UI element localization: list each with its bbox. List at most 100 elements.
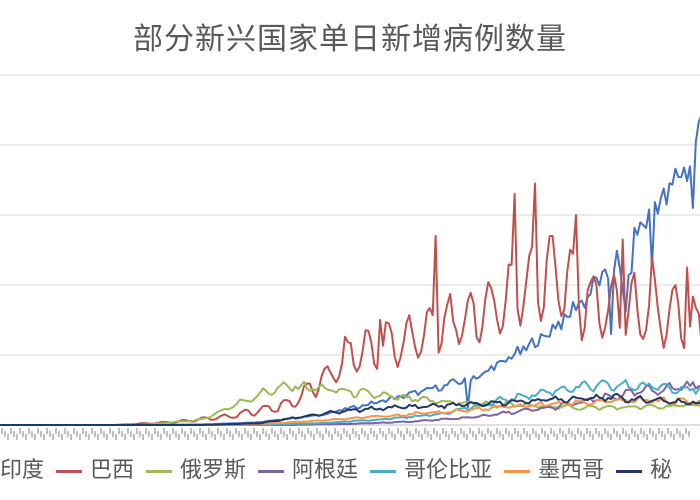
x-tick-label <box>391 431 393 437</box>
x-tick-label <box>4 431 6 437</box>
x-tick-label <box>457 434 459 440</box>
legend-label: 印度 <box>0 458 45 483</box>
x-tick-label <box>76 431 78 437</box>
x-tick-label <box>538 434 540 440</box>
x-tick-label <box>256 431 258 437</box>
x-tick-label <box>427 431 429 437</box>
x-tick-label <box>13 431 15 437</box>
x-tick-label <box>517 431 519 437</box>
x-tick-label <box>313 434 315 440</box>
x-tick-label <box>424 428 426 434</box>
x-tick-label <box>208 428 210 434</box>
legend-label: 墨西哥 <box>538 458 605 483</box>
x-tick-label <box>511 434 513 440</box>
x-tick-label <box>10 428 12 434</box>
x-tick-label <box>25 434 27 440</box>
x-tick-label <box>163 428 165 434</box>
legend-label: 俄罗斯 <box>180 458 247 483</box>
x-tick-label <box>592 434 594 440</box>
x-tick-label <box>451 428 453 434</box>
x-tick-label <box>403 434 405 440</box>
x-tick-label <box>469 428 471 434</box>
x-tick-label <box>352 428 354 434</box>
x-tick-label <box>235 428 237 434</box>
x-tick-label <box>238 431 240 437</box>
x-tick-label <box>340 434 342 440</box>
x-tick-label <box>652 431 654 437</box>
x-tick-label <box>400 431 402 437</box>
x-tick-label <box>289 428 291 434</box>
x-tick-label <box>217 428 219 434</box>
x-tick-label <box>184 431 186 437</box>
x-tick-label <box>232 434 234 440</box>
x-tick-label <box>28 428 30 434</box>
x-tick-label <box>535 431 537 437</box>
x-tick-label <box>430 434 432 440</box>
x-tick-label <box>526 431 528 437</box>
legend-swatch <box>370 469 397 473</box>
x-tick-label <box>361 428 363 434</box>
x-tick-label <box>667 428 669 434</box>
x-tick-label <box>223 434 225 440</box>
x-tick-label <box>154 428 156 434</box>
x-tick-label <box>598 431 600 437</box>
x-tick-label <box>631 428 633 434</box>
x-tick-label <box>166 431 168 437</box>
x-tick-label <box>286 434 288 440</box>
x-tick-label <box>493 434 495 440</box>
x-tick-label <box>121 431 123 437</box>
x-tick-label <box>301 431 303 437</box>
x-tick-label <box>295 434 297 440</box>
x-tick-label <box>40 431 42 437</box>
x-tick-label <box>586 428 588 434</box>
x-tick-label <box>316 428 318 434</box>
x-tick-label <box>505 428 507 434</box>
x-tick-label <box>283 431 285 437</box>
x-tick-label <box>688 431 690 437</box>
x-tick-label <box>472 431 474 437</box>
x-tick-label <box>310 431 312 437</box>
x-tick-label <box>574 434 576 440</box>
x-tick-label <box>625 431 627 437</box>
legend-item: 哥伦比亚 <box>370 452 492 484</box>
x-tick-label <box>190 428 192 434</box>
x-tick-label <box>454 431 456 437</box>
x-tick-label <box>448 434 450 440</box>
x-tick-label <box>601 434 603 440</box>
x-tick-label <box>514 428 516 434</box>
x-tick-label <box>610 434 612 440</box>
x-tick-label <box>118 428 120 434</box>
x-tick-label <box>328 431 330 437</box>
x-tick-label <box>547 434 549 440</box>
x-tick-label <box>658 428 660 434</box>
x-tick-label <box>622 428 624 434</box>
x-tick-label <box>229 431 231 437</box>
x-tick-label <box>436 431 438 437</box>
x-tick-label <box>541 428 543 434</box>
x-tick-label <box>292 431 294 437</box>
x-tick-label <box>64 428 66 434</box>
x-tick-label <box>496 428 498 434</box>
x-tick-label <box>325 428 327 434</box>
legend-label: 巴西 <box>90 458 135 483</box>
x-tick-label <box>568 428 570 434</box>
x-tick-label <box>52 434 54 440</box>
x-tick-label <box>367 434 369 440</box>
x-tick-label <box>643 431 645 437</box>
x-tick-label <box>649 428 651 434</box>
x-tick-label <box>415 428 417 434</box>
x-tick-label <box>421 434 423 440</box>
x-tick-label <box>259 434 261 440</box>
x-tick-label <box>412 434 414 440</box>
x-tick-label <box>253 428 255 434</box>
x-tick-label <box>211 431 213 437</box>
x-tick-label <box>565 434 567 440</box>
x-tick-label <box>580 431 582 437</box>
x-tick-label <box>358 434 360 440</box>
x-tick-label <box>34 434 36 440</box>
x-tick-label <box>1 428 3 434</box>
legend-item: 印度 <box>0 452 44 484</box>
x-tick-label <box>376 434 378 440</box>
x-tick-label <box>508 431 510 437</box>
